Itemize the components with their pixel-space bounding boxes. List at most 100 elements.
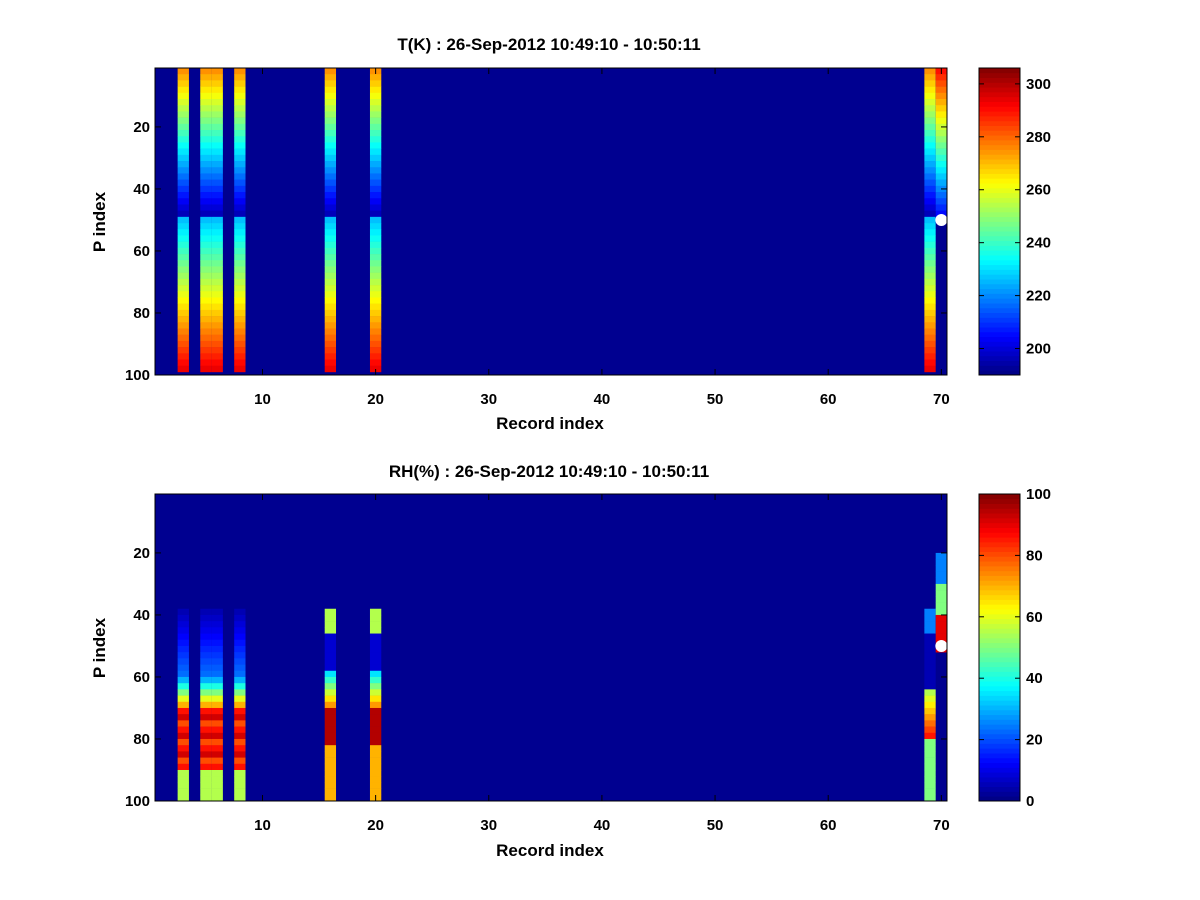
colorbar-segment xyxy=(979,269,1020,275)
x-tick-label: 10 xyxy=(254,391,271,408)
colorbar-segment xyxy=(979,235,1020,242)
heatmap-cell xyxy=(369,720,382,727)
heatmap-cell xyxy=(935,80,947,87)
heatmap-cell xyxy=(234,614,246,622)
heatmap-cell xyxy=(935,92,947,100)
heatmap-cell xyxy=(924,272,936,280)
humidity-chart-title: RH(%) : 26-Sep-2012 10:49:10 - 10:50:11 xyxy=(389,462,709,481)
heatmap-cell xyxy=(369,664,382,672)
heatmap-cell xyxy=(200,117,212,125)
heatmap-cell xyxy=(177,254,189,261)
heatmap-cell xyxy=(924,701,936,709)
heatmap-cell xyxy=(369,223,382,230)
heatmap-cell xyxy=(924,80,936,87)
heatmap-cell xyxy=(324,726,337,734)
colorbar-tick-label: 300 xyxy=(1026,76,1051,93)
heatmap-cell xyxy=(177,136,189,143)
heatmap-cell xyxy=(369,782,382,789)
heatmap-cell xyxy=(177,241,189,249)
colorbar-segment xyxy=(979,753,1020,759)
heatmap-cell xyxy=(369,254,382,261)
heatmap-cell xyxy=(234,303,246,311)
heatmap-cell xyxy=(200,204,212,211)
heatmap-cell xyxy=(324,291,337,298)
heatmap-cell xyxy=(177,111,189,118)
colorbar-segment xyxy=(979,527,1020,533)
x-tick-label: 20 xyxy=(367,391,384,408)
y-tick-label: 100 xyxy=(125,367,150,384)
heatmap-cell xyxy=(324,328,337,335)
heatmap-cell xyxy=(177,179,189,187)
y-tick-label: 80 xyxy=(133,305,150,322)
heatmap-cell xyxy=(200,303,212,311)
heatmap-cell xyxy=(200,247,212,255)
heatmap-cell xyxy=(324,167,337,174)
colorbar-segment xyxy=(979,661,1020,668)
heatmap-cell xyxy=(211,161,223,168)
heatmap-cell xyxy=(369,142,382,149)
heatmap-cell xyxy=(924,210,936,218)
heatmap-cell xyxy=(324,68,337,75)
heatmap-cell xyxy=(369,210,382,218)
heatmap-cell xyxy=(324,788,337,796)
colorbar-segment xyxy=(979,738,1020,744)
heatmap-cell xyxy=(924,608,936,616)
heatmap-cell xyxy=(324,365,337,373)
heatmap-cell xyxy=(324,278,337,286)
heatmap-cell xyxy=(924,154,936,162)
heatmap-cell xyxy=(369,303,382,311)
heatmap-cell xyxy=(924,254,936,261)
colorbar-segment xyxy=(979,503,1020,509)
heatmap-cell xyxy=(211,123,223,131)
heatmap-cell xyxy=(200,359,212,366)
heatmap-cell xyxy=(200,80,212,87)
heatmap-cell xyxy=(234,148,246,156)
temperature-marker xyxy=(935,213,948,226)
heatmap-cell xyxy=(200,99,212,106)
heatmap-cell xyxy=(211,695,223,703)
heatmap-cell xyxy=(200,173,212,180)
colorbar-segment xyxy=(979,647,1020,653)
heatmap-cell xyxy=(211,167,223,174)
heatmap-cell xyxy=(234,80,246,87)
marker-point xyxy=(935,213,948,226)
heatmap-cell xyxy=(935,86,947,94)
heatmap-cell xyxy=(924,732,936,740)
heatmap-cell xyxy=(369,192,382,199)
heatmap-cell xyxy=(211,235,223,242)
colorbar-segment xyxy=(979,154,1020,160)
colorbar-segment xyxy=(979,561,1020,567)
heatmap-cell xyxy=(177,130,189,137)
colorbar-segment xyxy=(979,178,1020,184)
heatmap-cell xyxy=(200,105,212,112)
heatmap-cell xyxy=(234,633,246,641)
heatmap-cell xyxy=(369,676,382,684)
heatmap-cell xyxy=(234,689,246,696)
heatmap-cell xyxy=(924,291,936,298)
heatmap-cell xyxy=(177,334,189,342)
heatmap-cell xyxy=(324,198,337,205)
colorbar-segment xyxy=(979,96,1020,102)
heatmap-cell xyxy=(177,738,189,746)
heatmap-cell xyxy=(200,769,212,777)
colorbar-segment xyxy=(979,120,1020,126)
heatmap-cell xyxy=(234,185,246,193)
colorbar-tick-label: 100 xyxy=(1026,486,1051,503)
heatmap-cell xyxy=(924,695,936,703)
humidity-heatmap-cells xyxy=(177,552,947,802)
colorbar-tick-label: 220 xyxy=(1026,288,1051,305)
heatmap-cell xyxy=(324,664,337,672)
heatmap-cell xyxy=(369,645,382,653)
heatmap-cell xyxy=(234,745,246,752)
heatmap-cell xyxy=(924,74,936,81)
heatmap-cell xyxy=(234,68,246,75)
heatmap-cell xyxy=(211,136,223,143)
temperature-panel: T(K) : 26-Sep-2012 10:49:10 - 10:50:11 1… xyxy=(90,35,1051,433)
heatmap-cell xyxy=(924,664,936,672)
heatmap-cell xyxy=(200,664,212,672)
humidity-y-ticks: 20 40 60 80 100 xyxy=(125,545,947,810)
heatmap-cell xyxy=(211,645,223,653)
heatmap-cell xyxy=(369,161,382,168)
heatmap-cell xyxy=(211,689,223,696)
